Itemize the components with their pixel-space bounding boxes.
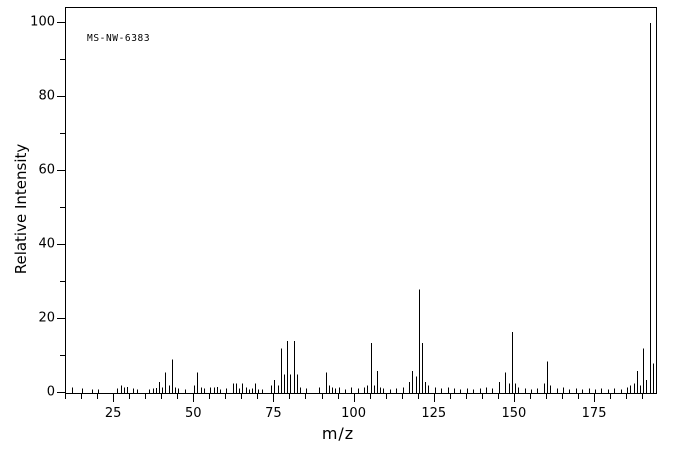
spectrum-peaks	[72, 22, 654, 393]
x-tick-label: 175	[581, 406, 607, 421]
x-axis-ticks	[65, 394, 643, 402]
peak-group	[72, 22, 654, 393]
plot-area: MS-NW-6383	[66, 8, 656, 393]
x-tick-label: 125	[421, 406, 447, 421]
y-tick-label: 80	[38, 88, 55, 104]
plot-frame: MS-NW-6383	[65, 7, 657, 394]
x-tick-label: 75	[265, 406, 282, 421]
y-axis: 0 20 40 60 80 100	[0, 0, 65, 402]
y-tick-label: 0	[46, 384, 55, 400]
x-tick-label: 50	[184, 406, 202, 421]
y-tick-label: 60	[38, 162, 55, 178]
y-tick-label: 40	[38, 236, 55, 252]
y-tick-label: 100	[30, 14, 55, 30]
y-axis-title: Relative Intensity	[12, 143, 30, 275]
x-axis: 25 50 75 100 125 150 175	[0, 394, 676, 421]
y-axis-ticks	[57, 22, 65, 393]
sample-code-annotation: MS-NW-6383	[87, 33, 151, 44]
x-tick-label: 25	[104, 406, 122, 421]
y-tick-label: 20	[38, 310, 55, 326]
x-tick-label: 100	[341, 406, 366, 421]
x-tick-label: 150	[501, 406, 527, 421]
x-axis-title: m/z	[321, 424, 355, 443]
